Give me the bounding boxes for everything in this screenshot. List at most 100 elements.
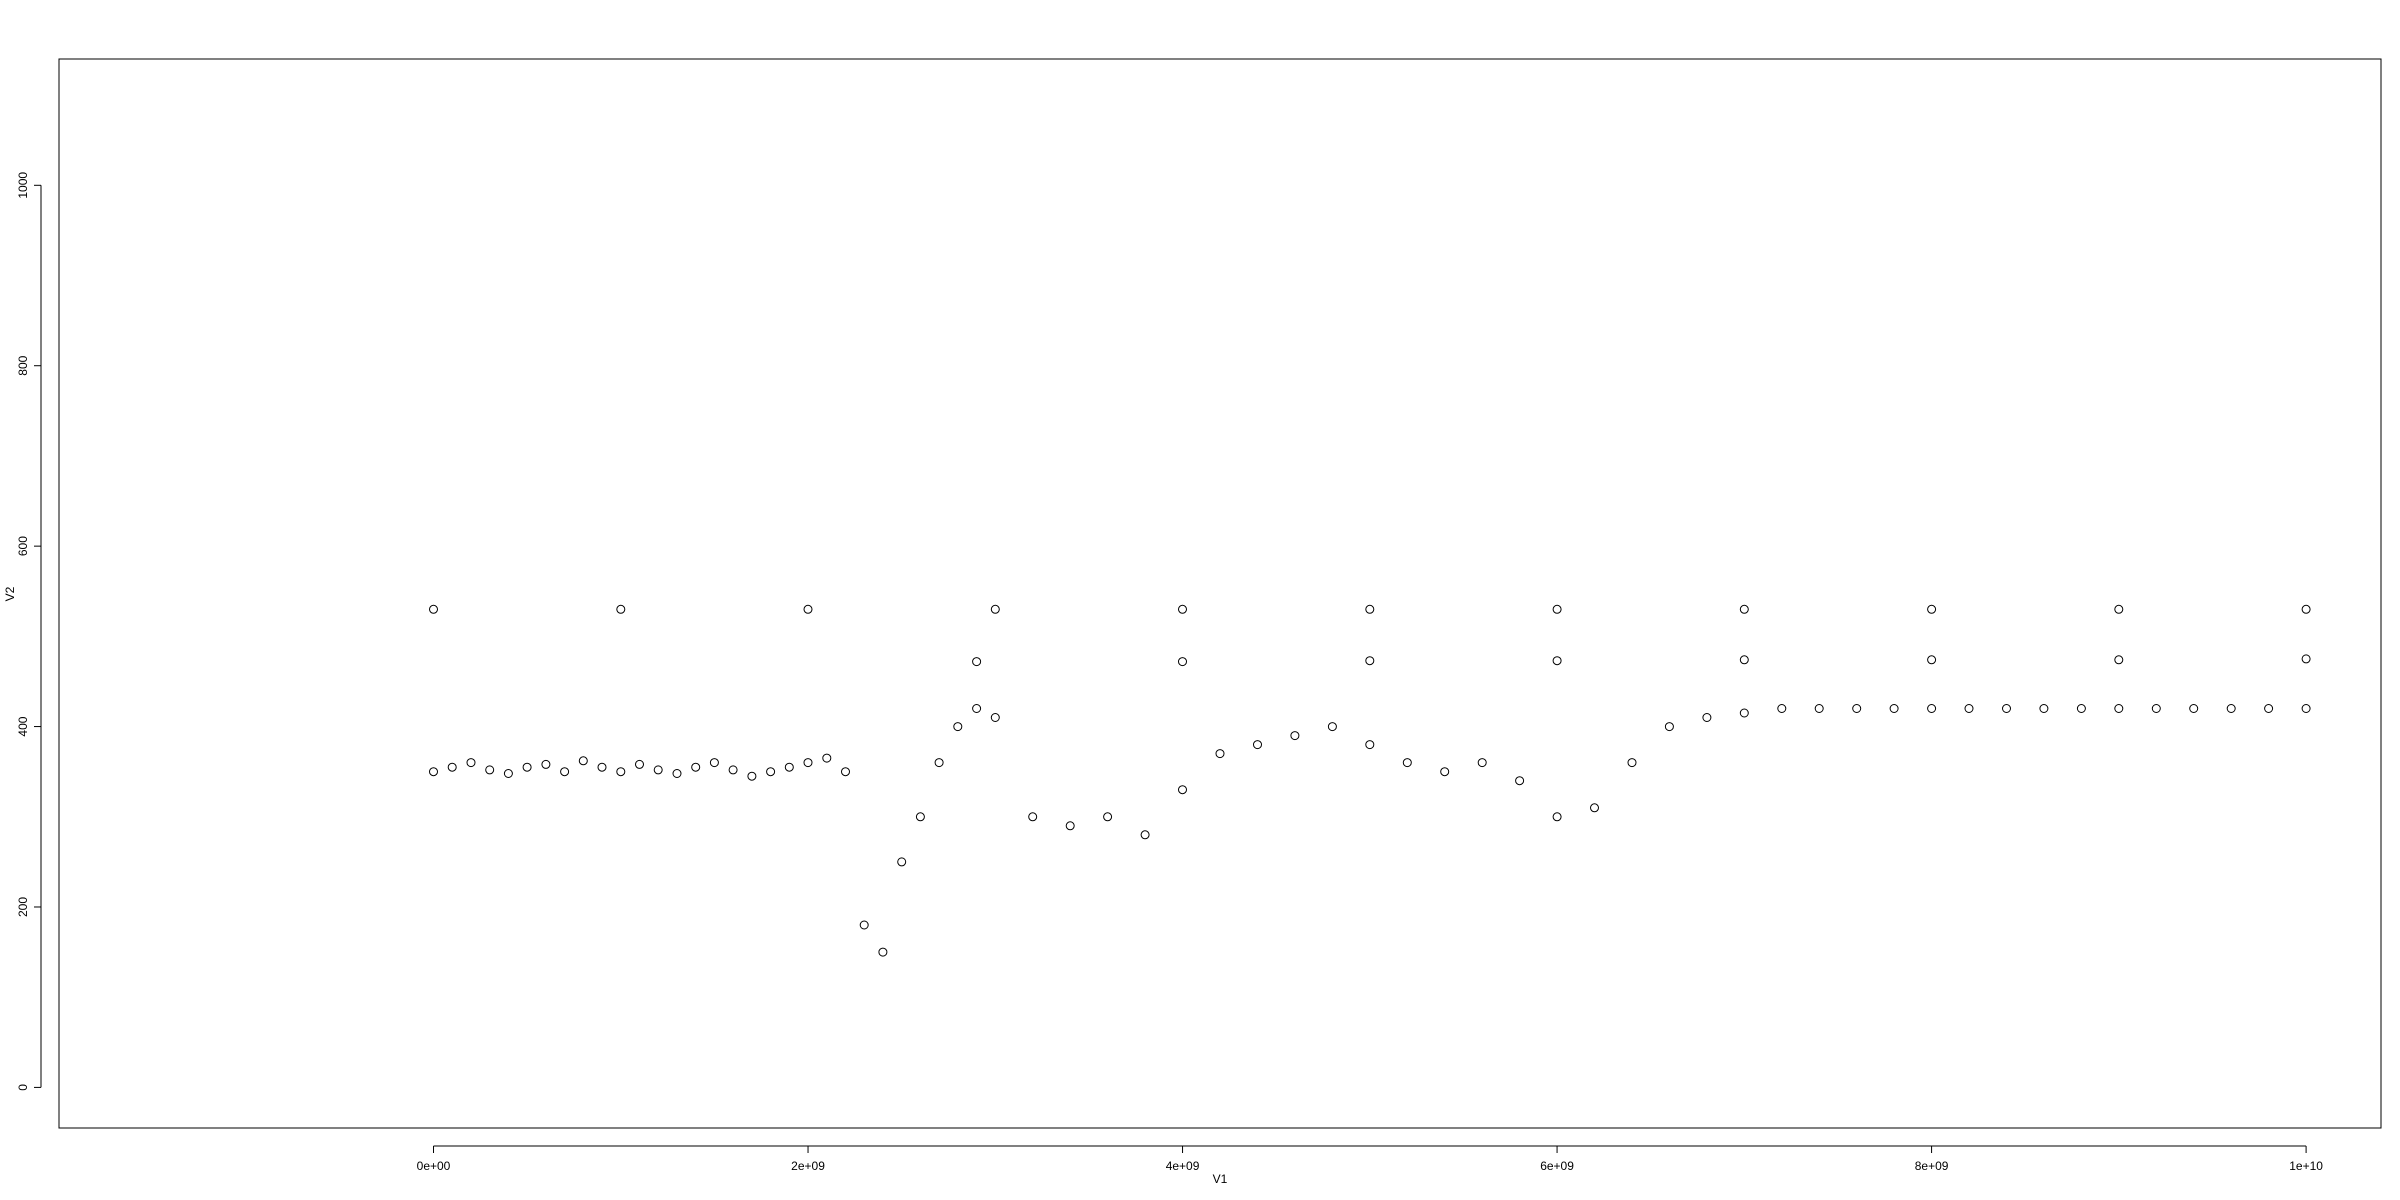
data-point	[1515, 776, 1525, 786]
data-point	[766, 767, 776, 777]
data-point	[2301, 704, 2311, 713]
y-tick-label: 400	[16, 716, 30, 736]
data-point	[522, 762, 532, 772]
data-point	[1065, 821, 1075, 831]
data-point	[1927, 655, 1937, 665]
data-point	[1964, 704, 1974, 713]
data-point	[822, 753, 832, 763]
data-point	[803, 758, 813, 768]
data-point	[990, 713, 1000, 722]
data-point	[2264, 704, 2274, 713]
data-point	[653, 765, 663, 775]
data-point	[841, 767, 850, 777]
data-point	[616, 767, 626, 777]
data-point	[972, 704, 982, 713]
data-point	[2076, 704, 2086, 713]
data-point	[1402, 758, 1412, 768]
data-point	[897, 857, 907, 867]
data-point	[1814, 704, 1824, 713]
data-point	[1552, 656, 1562, 666]
data-point	[1889, 704, 1899, 713]
x-axis: 0e+00 2e+09 4e+09 6e+09 8e+09 1e+10	[417, 1145, 2323, 1173]
y-axis-label: V2	[3, 586, 17, 601]
x-tick-label: 1e+10	[2289, 1159, 2323, 1173]
data-point	[485, 765, 495, 775]
data-point	[1253, 740, 1262, 750]
data-point	[2189, 704, 2199, 713]
data-point	[2114, 604, 2124, 614]
data-point	[934, 758, 944, 768]
data-point	[672, 769, 682, 778]
data-point	[2114, 655, 2124, 665]
data-point	[466, 758, 476, 768]
data-point	[2301, 654, 2311, 664]
plot-frame	[58, 58, 2382, 1129]
data-points	[429, 604, 2311, 957]
data-point	[1178, 604, 1187, 614]
data-point	[728, 765, 738, 775]
data-point	[1290, 731, 1300, 741]
y-tick-label: 0	[16, 1084, 30, 1091]
data-point	[1927, 604, 1937, 614]
data-point	[859, 920, 869, 930]
data-point	[635, 759, 644, 769]
data-point	[1777, 704, 1787, 713]
data-point	[990, 604, 1000, 614]
y-tick-label: 800	[16, 355, 30, 375]
y-tick-label: 600	[16, 536, 30, 556]
data-point	[2226, 704, 2236, 713]
data-point	[1365, 604, 1375, 614]
data-point	[691, 762, 701, 772]
x-axis-label: V1	[1213, 1172, 1228, 1186]
data-point	[616, 604, 626, 614]
data-point	[503, 769, 513, 778]
data-point	[1627, 758, 1637, 768]
data-point	[447, 762, 457, 772]
data-point	[1664, 722, 1674, 732]
data-point	[1852, 704, 1862, 713]
data-point	[784, 762, 794, 772]
data-point	[2114, 704, 2124, 713]
data-point	[2301, 604, 2311, 614]
data-point	[560, 767, 570, 777]
y-axis: 0 200 400 600 800 1000	[16, 172, 42, 1091]
data-point	[1440, 767, 1450, 777]
data-point	[1365, 656, 1375, 666]
data-point	[2002, 704, 2011, 713]
data-point	[1327, 722, 1337, 732]
data-point	[2039, 704, 2049, 713]
y-tick-label: 200	[16, 897, 30, 917]
data-point	[747, 771, 757, 781]
x-tick-label: 0e+00	[417, 1159, 451, 1173]
data-point	[429, 604, 438, 614]
data-point	[1103, 812, 1113, 822]
data-point	[803, 604, 813, 614]
data-point	[1178, 785, 1187, 795]
data-point	[1477, 758, 1487, 768]
y-tick-label: 1000	[16, 172, 30, 199]
data-point	[1365, 740, 1375, 750]
data-point	[429, 767, 438, 777]
x-tick-label: 2e+09	[791, 1159, 825, 1173]
data-point	[1215, 749, 1225, 759]
data-point	[1702, 713, 1712, 722]
data-point	[1140, 830, 1150, 840]
x-tick-label: 6e+09	[1540, 1159, 1574, 1173]
data-point	[1739, 604, 1749, 614]
data-point	[1739, 708, 1749, 718]
data-point	[2151, 704, 2161, 713]
data-point	[1178, 657, 1187, 667]
data-point	[878, 947, 888, 957]
data-point	[972, 657, 982, 667]
x-tick-label: 4e+09	[1166, 1159, 1200, 1173]
x-tick-label: 8e+09	[1915, 1159, 1949, 1173]
data-point	[915, 812, 925, 822]
data-point	[1552, 812, 1562, 822]
data-point	[1739, 655, 1749, 665]
data-point	[541, 759, 551, 769]
data-point	[1927, 704, 1937, 713]
data-point	[953, 722, 963, 732]
data-point	[578, 756, 588, 766]
data-point	[597, 762, 607, 772]
